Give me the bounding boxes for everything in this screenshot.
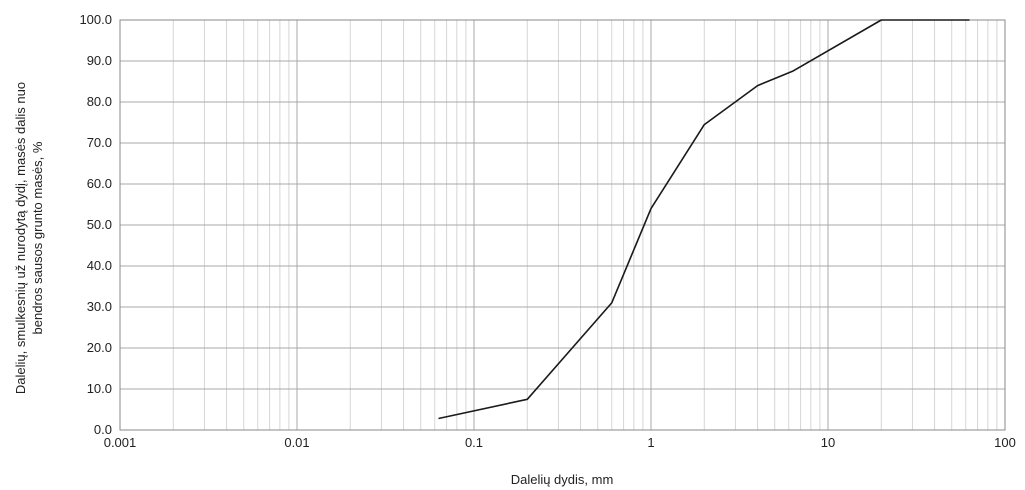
- x-tick-label: 10: [821, 435, 835, 450]
- y-tick-label: 40.0: [87, 258, 112, 273]
- plot-frame: [119, 19, 1006, 431]
- x-tick-label: 100: [994, 435, 1016, 450]
- y-tick-label: 30.0: [87, 299, 112, 314]
- y-tick-labels: 0.0 10.0 20.0 30.0 40.0 50.0 60.0 70.0 80.0 90.0 1…: [79, 12, 112, 437]
- x-tick-label: 1: [647, 435, 654, 450]
- y-tick-label: 100.0: [79, 12, 112, 27]
- x-tick-label: 0.001: [104, 435, 137, 450]
- y-tick-label: 50.0: [87, 217, 112, 232]
- y-tick-label: 0.0: [94, 422, 112, 437]
- x-tick-label: 0.1: [465, 435, 483, 450]
- x-tick-labels: 0.001 0.01 0.1 1 10 100: [104, 435, 1016, 450]
- y-axis-title-line2: bendros sausos grunto masės, %: [30, 141, 45, 334]
- x-axis-title: Dalelių dydis, mm: [511, 472, 614, 487]
- grain-size-curve: [438, 19, 970, 420]
- x-tick-label: 0.01: [284, 435, 309, 450]
- y-tick-label: 70.0: [87, 135, 112, 150]
- y-axis-title-line1: Dalelių, smulkesnių už nurodytą dydį, ma…: [13, 82, 28, 394]
- y-tick-label: 90.0: [87, 53, 112, 68]
- y-tick-label: 10.0: [87, 381, 112, 396]
- y-tick-label: 80.0: [87, 94, 112, 109]
- y-tick-label: 60.0: [87, 176, 112, 191]
- series-layer: [438, 19, 970, 420]
- y-tick-label: 20.0: [87, 340, 112, 355]
